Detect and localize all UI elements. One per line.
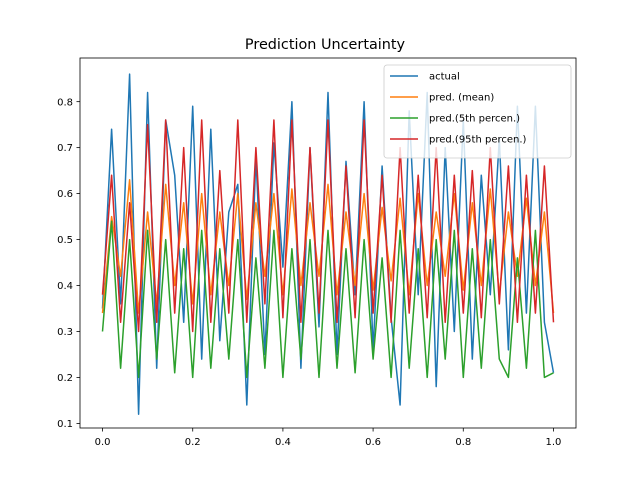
chart-title: Prediction Uncertainty xyxy=(245,37,406,53)
y-tick-label-3: 0.4 xyxy=(57,281,73,292)
series-line-2 xyxy=(101,220,554,379)
y-tick-label-0: 0.1 xyxy=(57,419,73,430)
y-tick-label-5: 0.6 xyxy=(57,189,73,200)
y-tick-label-4: 0.5 xyxy=(57,235,73,246)
x-tick-label-1: 0.2 xyxy=(185,437,201,448)
y-tick-label-6: 0.7 xyxy=(57,143,73,154)
legend-label-1: pred. (mean) xyxy=(429,93,494,104)
y-tick-label-7: 0.8 xyxy=(57,97,73,108)
legend-label-2: pred.(5th percen.) xyxy=(429,114,520,125)
x-tick-label-3: 0.6 xyxy=(365,437,381,448)
series-line-3 xyxy=(101,119,555,333)
x-axis: 0.0 0.2 0.4 0.6 0.8 1.0 xyxy=(95,428,562,448)
x-tick-label-0: 0.0 xyxy=(95,437,111,448)
axes-frame xyxy=(79,57,577,429)
x-tick-label-5: 1.0 xyxy=(546,437,562,448)
legend-label-0: actual xyxy=(429,72,460,83)
y-tick-label-2: 0.3 xyxy=(57,327,73,338)
x-tick-label-4: 0.8 xyxy=(455,437,471,448)
legend: actual pred. (mean) pred.(5th percen.) pred… xyxy=(383,64,572,159)
x-tick-label-2: 0.4 xyxy=(275,437,291,448)
plot-area xyxy=(101,73,555,415)
series-line-0 xyxy=(101,73,555,415)
y-axis: 0.1 0.2 0.3 0.4 0.5 0.6 0.7 0.8 xyxy=(57,97,80,430)
y-tick-label-1: 0.2 xyxy=(57,373,73,384)
legend-label-3: pred.(95th percen.) xyxy=(429,135,527,146)
legend-box xyxy=(383,64,572,159)
